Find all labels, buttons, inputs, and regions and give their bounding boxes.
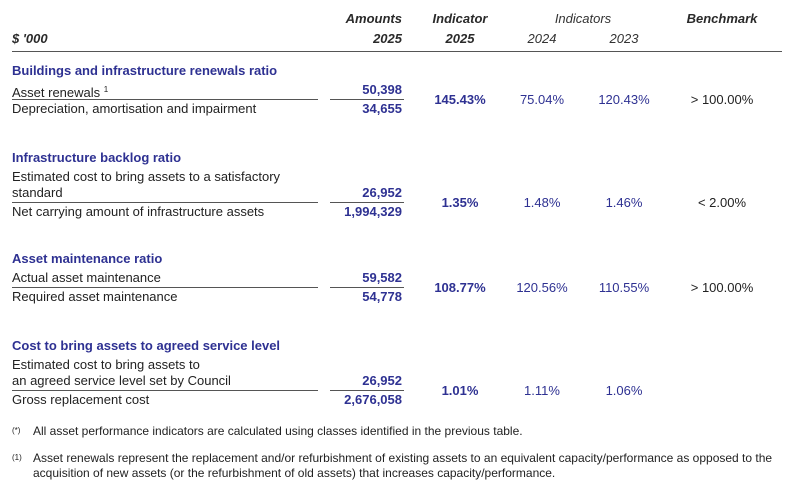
rule [12,390,318,391]
indicator-2023: 1.46% [605,195,643,210]
footnote-mark: (*) [12,426,21,435]
rule [12,287,318,288]
row-label: an agreed service level set by Council [12,373,231,388]
section-title: Asset maintenance ratio [12,251,163,266]
benchmark: > 100.00% [690,92,754,107]
rule [330,390,404,391]
row-label: Required asset maintenance [12,289,178,304]
amount: 50,398 [362,82,402,97]
note-ref: 1 [103,85,109,94]
amount: 26,952 [362,185,402,200]
rule [12,51,782,52]
rule [330,287,404,288]
rule [12,99,318,100]
row-label: standard [12,185,63,200]
amount: 2,676,058 [344,392,402,407]
indicator-2024: 120.56% [516,280,568,295]
benchmark: > 100.00% [690,280,754,295]
row-label: Gross replacement cost [12,392,150,407]
indicator-2024: 1.11% [524,383,560,398]
row-label: Asset renewals 1 [12,85,109,100]
benchmark: < 2.00% [697,195,747,210]
amount: 54,778 [362,289,402,304]
header-year: 2025 [445,31,475,46]
header-benchmark: Benchmark [686,11,758,26]
indicator: 145.43% [434,92,486,107]
footnote-mark: (1) [12,453,22,462]
indicator-2024: 75.04% [519,92,565,107]
section-title: Cost to bring assets to agreed service l… [12,338,281,353]
rule [12,202,318,203]
row-label: Actual asset maintenance [12,270,161,285]
indicator: 1.01% [441,383,479,398]
footnote: Asset renewals represent the replacement… [33,451,773,480]
indicator-2023: 110.55% [598,280,650,295]
section-title: Infrastructure backlog ratio [12,150,182,165]
header-label: $ '000 [12,31,48,46]
amount: 26,952 [362,373,402,388]
rule [330,99,404,100]
row-label: Net carrying amount of infrastructure as… [12,204,265,219]
indicator: 108.77% [434,280,486,295]
header-indicators: Indicators [554,11,612,26]
header-year: 2024 [527,31,557,46]
row-label: Estimated cost to bring assets to [12,357,200,372]
header-year: 2025 [373,31,402,46]
indicator: 1.35% [441,195,479,210]
header-indicator: Indicator [432,11,488,26]
rule [330,202,404,203]
row-label: Depreciation, amortisation and impairmen… [12,101,257,116]
amount: 1,994,329 [344,204,402,219]
indicator-2024: 1.48% [523,195,561,210]
indicator-2023: 1.06% [605,383,643,398]
amount: 34,655 [362,101,402,116]
header-amounts: Amounts [345,11,402,26]
section-title: Buildings and infrastructure renewals ra… [12,63,278,78]
row-label: Estimated cost to bring assets to a sati… [12,169,281,184]
header-year: 2023 [609,31,639,46]
footnote: All asset performance indicators are cal… [33,424,523,438]
indicator-2023: 120.43% [598,92,650,107]
amount: 59,582 [362,270,402,285]
